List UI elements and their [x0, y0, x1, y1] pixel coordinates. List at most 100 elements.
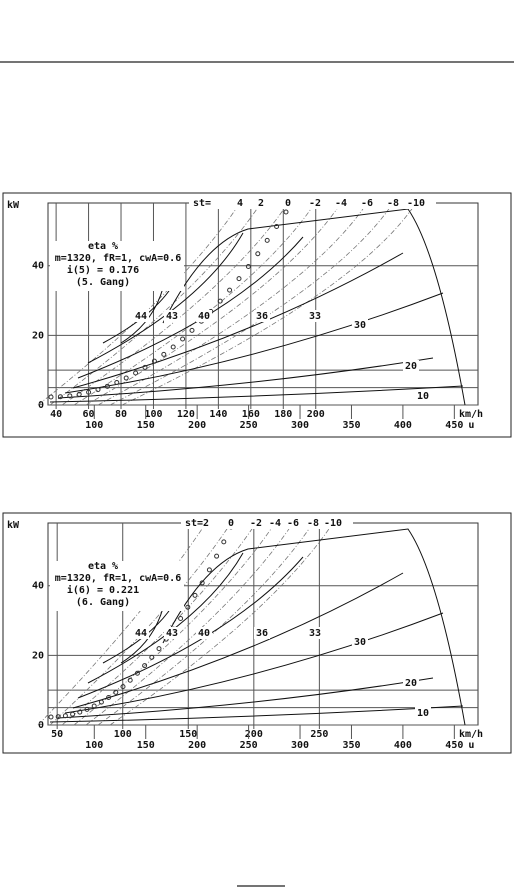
operating-point: [77, 709, 83, 715]
rpm-tick-label: 250: [240, 420, 258, 431]
operating-point: [133, 370, 139, 376]
st-line: [73, 522, 276, 726]
operating-point: [70, 711, 76, 717]
rpm-tick-label: 300: [291, 420, 309, 431]
st-line: [37, 522, 207, 726]
contour-label: 30: [354, 637, 366, 648]
y-tick-label: 20: [32, 330, 44, 341]
rpm-tick-label: 300: [291, 740, 309, 751]
label-bg: [352, 636, 368, 648]
operating-point: [217, 298, 223, 304]
operating-point: [149, 654, 155, 660]
contour-line: [72, 252, 404, 389]
rpm-tick-label: 100: [85, 740, 103, 751]
st-line: [73, 202, 316, 406]
st-value: -8: [307, 518, 319, 529]
y-unit: kW: [7, 200, 20, 211]
operating-point: [91, 703, 97, 709]
info-line: i(6) = 0.221: [67, 584, 139, 596]
operating-point: [57, 394, 63, 400]
operating-point: [62, 713, 68, 719]
st-line: [49, 522, 232, 726]
y-tick-label: 0: [38, 400, 44, 411]
operating-point: [264, 237, 270, 243]
speed-tick-label: 200: [307, 409, 325, 420]
info-line: m=1320, fR=1, cwA=0.6: [55, 573, 181, 584]
full-load-curve: [162, 208, 466, 406]
operating-point: [86, 389, 92, 395]
rpm-tick-label: 450: [445, 740, 463, 751]
info-line: (6. Gang): [76, 597, 130, 608]
speed-tick-label: 40: [50, 409, 62, 420]
contour-label: 43: [166, 311, 178, 322]
speed-unit: km/h: [459, 729, 483, 740]
label-bg: [254, 627, 270, 639]
info-bg: [50, 241, 184, 291]
operating-point: [48, 394, 54, 400]
st-value: 4: [237, 198, 243, 209]
label-bg: [133, 310, 149, 322]
st-line: [97, 202, 368, 406]
operating-point: [170, 344, 176, 350]
contour-line: [64, 292, 444, 394]
st-value: -10: [324, 518, 342, 529]
st-value: -6: [361, 198, 373, 209]
y-tick-label: 20: [32, 650, 44, 661]
operating-point: [134, 670, 140, 676]
operating-point: [84, 706, 90, 712]
speed-tick-label: 150: [179, 729, 197, 740]
y-unit: kW: [7, 520, 20, 531]
operating-point: [189, 327, 195, 333]
rpm-unit: u: [468, 420, 474, 431]
y-tick-label: 0: [38, 720, 44, 731]
contour-line: [120, 607, 164, 664]
operating-point: [151, 358, 157, 364]
operating-point: [178, 616, 184, 622]
y-tick-label: 40: [32, 261, 44, 272]
operating-point: [120, 684, 126, 690]
st-line: [49, 202, 262, 406]
st-line: [97, 522, 314, 726]
rpm-unit: u: [468, 740, 474, 751]
label-bg: [403, 360, 419, 372]
info-bg: [50, 561, 184, 611]
st-line: [61, 202, 289, 406]
operating-point: [123, 375, 129, 381]
figure-frame: [2, 512, 512, 754]
operating-point: [214, 553, 220, 559]
st-value: 2: [258, 198, 264, 209]
st-value: 0: [228, 518, 234, 529]
contour-label: 43: [166, 628, 178, 639]
speed-tick-label: 100: [114, 729, 132, 740]
y-tick-label: 40: [32, 581, 44, 592]
speed-tick-label: 80: [115, 409, 127, 420]
contour-line: [64, 612, 444, 714]
operating-point: [76, 391, 82, 397]
contour-line: [49, 705, 464, 723]
operating-point: [55, 714, 61, 720]
rpm-tick-label: 250: [240, 740, 258, 751]
st-value: 2: [203, 518, 209, 529]
speed-tick-label: 250: [310, 729, 328, 740]
operating-point: [114, 379, 120, 385]
st-value: -4: [269, 518, 281, 529]
contour-label: 36: [256, 311, 268, 322]
operating-point: [106, 695, 112, 701]
operating-point: [236, 276, 242, 282]
info-line: eta %: [88, 241, 118, 252]
st-label: st=: [185, 518, 203, 529]
operating-point: [283, 209, 289, 215]
rpm-tick-label: 450: [445, 420, 463, 431]
contour-label: 33: [309, 628, 321, 639]
speed-tick-label: 200: [245, 729, 263, 740]
label-bg: [164, 627, 180, 639]
operating-point: [255, 251, 261, 257]
speed-tick-label: 180: [274, 409, 292, 420]
contour-label: 36: [256, 628, 268, 639]
contour-line: [87, 552, 244, 684]
info-line: eta %: [88, 561, 118, 572]
info-line: i(5) = 0.176: [67, 264, 139, 276]
operating-point: [206, 567, 212, 573]
contour-label: 20: [405, 361, 417, 372]
st-value: -6: [287, 518, 299, 529]
